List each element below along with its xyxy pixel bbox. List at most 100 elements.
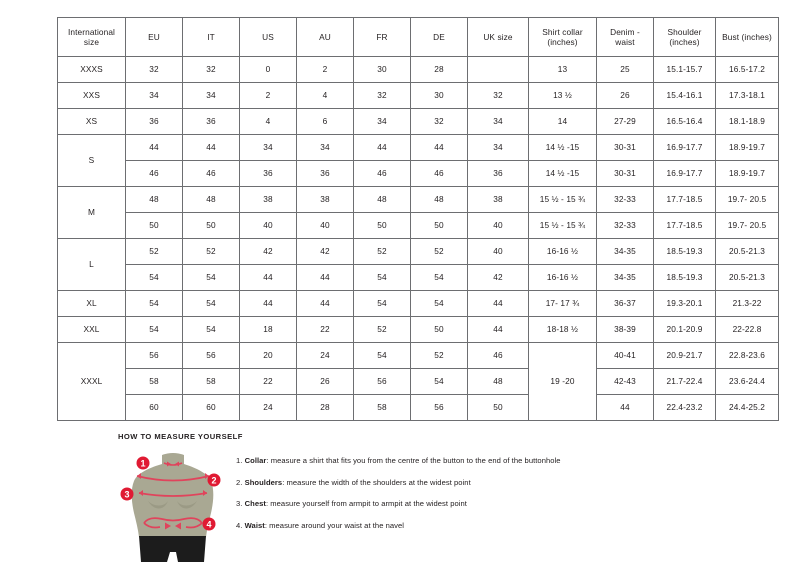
shoulder-measure-line (136, 475, 210, 482)
cell-it: 54 (182, 290, 240, 317)
cell-de: 54 (410, 264, 468, 291)
table-body: XXXS 32 32 0 2 30 28 13 25 15.1-15.7 16.… (57, 56, 779, 421)
header-denim-waist: Denim - waist (596, 17, 654, 57)
cell-au: 34 (296, 134, 354, 161)
cell-denim-waist: 26 (596, 82, 654, 109)
marker-4-circle (202, 517, 216, 531)
table-row: S 44 44 34 34 44 44 34 14 ½ -15 30-31 16… (57, 134, 779, 187)
header-line-1: Denim - (610, 26, 640, 37)
chest-shading-right (177, 501, 197, 509)
shoulder-arrow-left (137, 473, 141, 479)
cell-bust: 18.9-19.7 (715, 160, 779, 187)
waist-arrow-right (175, 522, 181, 530)
cell-fr: 50 (353, 212, 411, 239)
header-line-1: International (68, 26, 115, 37)
row-size-label: XXL (57, 316, 126, 343)
cell-shirt-collar: 18-18 ½ (528, 316, 597, 343)
cell-bust: 23.6-24.4 (715, 368, 779, 395)
cell-uk: 32 (467, 82, 529, 109)
cell-us: 18 (239, 316, 297, 343)
cell-de: 50 (410, 316, 468, 343)
cell-bust: 17.3-18.1 (715, 82, 779, 109)
instruction-number: 3. (236, 499, 243, 509)
instruction-term: Shoulders (244, 477, 283, 487)
cell-it: 36 (182, 108, 240, 135)
header-line-2: (inches) (669, 37, 700, 47)
cell-shoulder: 17.7-18.5 (653, 186, 716, 213)
cell-au: 22 (296, 316, 354, 343)
cell-it: 56 (182, 342, 240, 369)
header-shirt-collar: Shirt collar (inches) (528, 17, 597, 57)
cell-de: 46 (410, 160, 468, 187)
marker-3-label: 3 (124, 489, 129, 499)
size-chart-table-container: International size EU IT US AU FR DE UK … (57, 17, 779, 421)
cell-us: 44 (239, 264, 297, 291)
header-line-2: size (83, 37, 100, 47)
cell-us: 34 (239, 134, 297, 161)
table-row: XXS 34 34 2 4 32 30 32 13 ½ 26 15.4-16.1… (57, 82, 779, 109)
cell-shoulder: 20.1-20.9 (653, 316, 716, 343)
table-row: XXXL 56 56 20 24 54 52 46 19 -20 40-41 2… (57, 342, 779, 421)
cell-us: 38 (239, 186, 297, 213)
cell-shoulder: 16.5-16.4 (653, 108, 716, 135)
cell-us: 4 (239, 108, 297, 135)
cell-us: 24 (239, 394, 297, 421)
waist-arrow-left (165, 522, 171, 530)
instruction-term: Waist (244, 520, 265, 530)
torso-shape (131, 464, 214, 537)
header-uk-size: UK size (467, 17, 529, 57)
marker-4-label: 4 (206, 519, 211, 529)
cell-it: 52 (182, 238, 240, 265)
cell-de: 32 (410, 108, 468, 135)
cell-shirt-collar: 16-16 ½ (528, 264, 597, 291)
cell-denim-waist: 34-35 (596, 238, 654, 265)
cell-de: 30 (410, 82, 468, 109)
cell-de: 54 (410, 290, 468, 317)
cell-shirt-collar: 16-16 ½ (528, 238, 597, 265)
table-row: XXXS 32 32 0 2 30 28 13 25 15.1-15.7 16.… (57, 56, 779, 83)
instruction-item-shoulders: 2. Shoulders: measure the width of the s… (236, 477, 561, 487)
header-au: AU (296, 17, 354, 57)
cell-au: 40 (296, 212, 354, 239)
cell-fr: 52 (353, 238, 411, 265)
how-to-measure-heading: HOW TO MEASURE YOURSELF (118, 432, 243, 441)
cell-it: 44 (182, 134, 240, 161)
cell-bust: 19.7- 20.5 (715, 186, 779, 213)
table-row: XL 54 54 44 44 54 54 44 17- 17 ¾ 36-37 1… (57, 290, 779, 317)
header-bust: Bust (inches) (715, 17, 779, 57)
cell-denim-waist: 25 (596, 56, 654, 83)
cell-de: 54 (410, 368, 468, 395)
how-to-measure-section: HOW TO MEASURE YOURSELF (118, 432, 718, 571)
waist-measure-line (143, 517, 203, 524)
cell-de: 52 (410, 342, 468, 369)
cell-shoulder: 20.9-21.7 (653, 342, 716, 369)
cell-bust: 24.4-25.2 (715, 394, 779, 421)
cell-it: 58 (182, 368, 240, 395)
cell-uk: 38 (467, 186, 529, 213)
cell-fr: 30 (353, 56, 411, 83)
cell-de: 48 (410, 186, 468, 213)
header-us: US (239, 17, 297, 57)
cell-uk: 34 (467, 134, 529, 161)
cell-denim-waist: 40-41 (596, 342, 654, 369)
header-line-2: waist (615, 37, 635, 47)
cell-denim-waist: 38-39 (596, 316, 654, 343)
instruction-term: Collar (244, 456, 267, 465)
cell-it: 54 (182, 316, 240, 343)
measure-instructions-list: 1. Collar: measure a shirt that fits you… (236, 449, 561, 529)
cell-denim-waist: 36-37 (596, 290, 654, 317)
cell-us: 0 (239, 56, 297, 83)
cell-au: 42 (296, 238, 354, 265)
cell-it: 48 (182, 186, 240, 213)
header-eu: EU (125, 17, 183, 57)
cell-shoulder: 17.7-18.5 (653, 212, 716, 239)
cell-uk: 36 (467, 160, 529, 187)
row-size-label: XXXS (57, 56, 126, 83)
cell-us: 36 (239, 160, 297, 187)
cell-eu: 36 (125, 108, 183, 135)
chest-measure-line (138, 492, 208, 497)
size-chart-table: International size EU IT US AU FR DE UK … (57, 17, 779, 421)
cell-shirt-collar: 14 (528, 108, 597, 135)
cell-eu: 56 (125, 342, 183, 369)
cell-shirt-collar: 19 -20 (528, 342, 597, 421)
